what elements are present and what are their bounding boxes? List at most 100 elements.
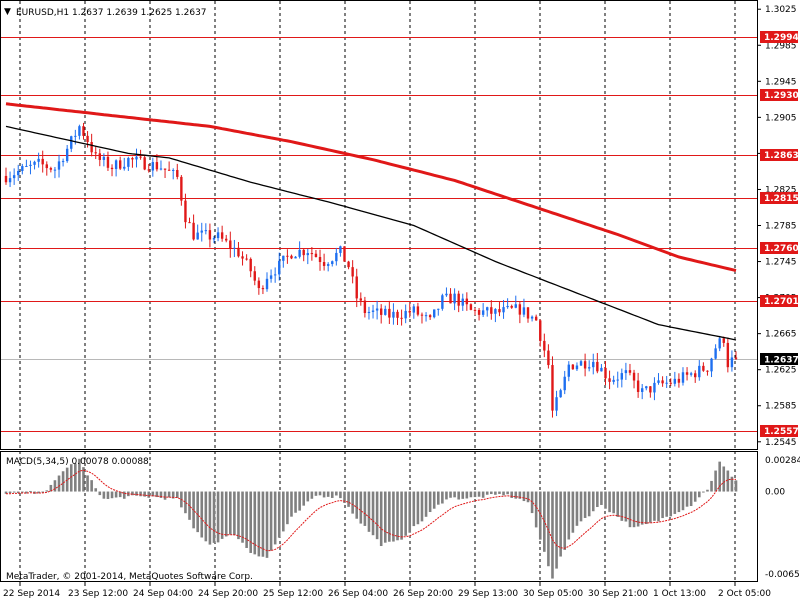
candle-body [265, 278, 269, 290]
macd-bar [579, 491, 583, 522]
level-price-tag [760, 295, 798, 307]
macd-bar [375, 491, 379, 540]
level-price-label: 1.2930 [764, 91, 799, 101]
candle-body [543, 340, 546, 351]
macd-bar [481, 491, 485, 498]
candle-body [547, 350, 550, 366]
candle-body [449, 293, 452, 304]
macd-bar [220, 491, 224, 539]
candle-body [555, 397, 558, 411]
macd-bar [591, 491, 595, 512]
macd-bar [420, 491, 424, 522]
macd-bar [306, 491, 310, 502]
candle-body [481, 310, 485, 315]
macd-bar [322, 491, 326, 498]
macd-bar [559, 491, 562, 557]
macd-bar [196, 491, 199, 533]
candle-body [249, 258, 252, 272]
candle-body [632, 372, 636, 381]
candle-body [147, 169, 150, 171]
candle-body [726, 342, 730, 368]
macd-bar [534, 491, 538, 528]
macd-bar [106, 491, 110, 499]
candle-body [457, 293, 460, 306]
candle-body [494, 309, 497, 314]
level-price-label: 1.2815 [764, 194, 799, 204]
time-axis-label: 24 Sep 04:00 [133, 589, 193, 599]
macd-bar [677, 491, 681, 513]
candle-body [82, 126, 85, 136]
candle-body [428, 315, 432, 318]
level-price-label: 1.2557 [764, 427, 799, 437]
time-axis-label: 22 Sep 2014 [3, 589, 60, 599]
macd-bar [200, 491, 204, 538]
macd-bar [632, 491, 636, 528]
candle-body [200, 230, 203, 233]
candle-body [600, 367, 603, 372]
candle-body [567, 364, 570, 377]
candle-body [677, 378, 681, 383]
macd-bar [388, 491, 391, 542]
macd-bar [118, 491, 122, 498]
candle-body [437, 308, 440, 310]
candle-body [441, 295, 444, 309]
macd-bar [612, 491, 615, 514]
candle-body [636, 380, 640, 392]
macd-bar [318, 491, 322, 496]
macd-bar [453, 491, 456, 498]
candle-body [534, 316, 538, 321]
macd-bar [412, 491, 416, 527]
macd-bar [624, 491, 628, 522]
candle-body [159, 168, 163, 170]
macd-bar [693, 491, 697, 502]
macd-bar [392, 491, 395, 542]
macd-bar [339, 491, 342, 499]
candle-body [665, 382, 668, 384]
candle-body [424, 315, 428, 317]
candle-body [473, 309, 477, 311]
macd-bar [657, 491, 660, 522]
macd-bar [355, 491, 359, 519]
macd-bar [314, 491, 318, 496]
macd-bar [253, 491, 257, 555]
macd-bar [722, 466, 726, 492]
macd-bar [441, 491, 444, 504]
candle-body [530, 316, 534, 319]
macd-bar [563, 491, 567, 550]
level-price-tag [760, 31, 798, 43]
candle-body [257, 280, 261, 289]
macd-bar [457, 491, 460, 500]
macd-bar [367, 491, 371, 532]
candle-body [673, 378, 677, 384]
moving-average-fast [5, 125, 737, 341]
macd-bar [282, 491, 285, 532]
candle-body [734, 357, 738, 359]
macd-bar [730, 476, 734, 492]
candle-body [392, 311, 395, 318]
candle-body [412, 306, 416, 313]
candle-body [118, 160, 122, 169]
price-axis-label: 1.2665 [765, 330, 797, 340]
macd-bar [208, 491, 212, 545]
candle-body [416, 306, 420, 315]
macd-bar [139, 491, 142, 497]
candle-body [310, 253, 314, 255]
level-price-label: 1.2994 [764, 33, 799, 43]
candle-body [486, 307, 489, 311]
macd-bar [257, 491, 261, 557]
macd-bar [4, 491, 8, 494]
macd-bar [90, 480, 93, 492]
macd-bar [45, 490, 49, 492]
candle-body [612, 379, 615, 382]
candle-body [269, 275, 273, 279]
collapse-icon[interactable]: ▼ [4, 7, 11, 17]
candle-body [689, 373, 693, 375]
macd-bar [396, 491, 399, 541]
macd-bar [702, 491, 705, 493]
macd-bar [326, 491, 330, 497]
candle-body [620, 373, 624, 380]
candle-body [102, 156, 106, 160]
macd-bar [61, 471, 65, 492]
candle-body [583, 361, 587, 369]
